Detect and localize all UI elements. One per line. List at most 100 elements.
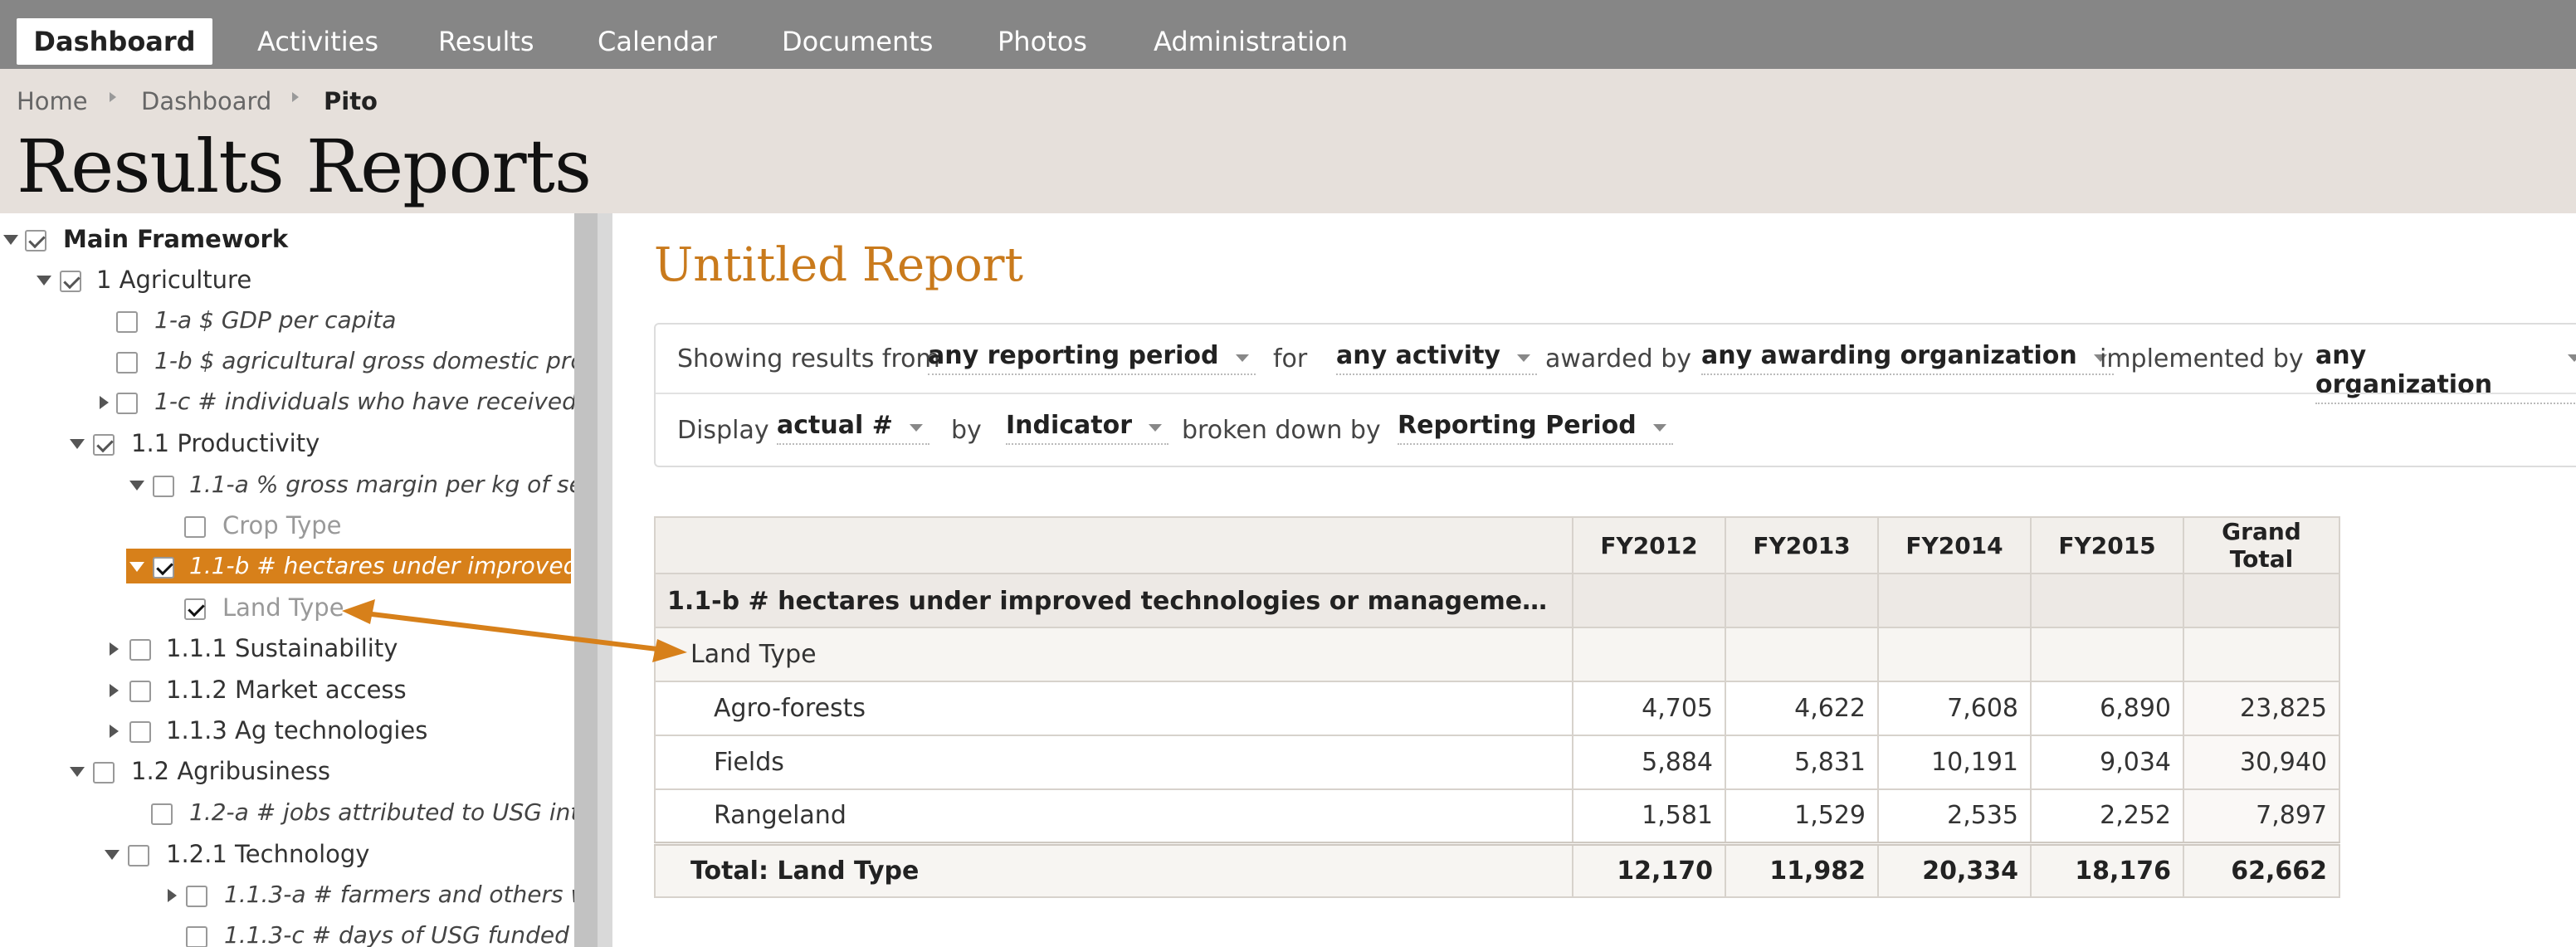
chevron-down-icon xyxy=(2568,354,2576,362)
tree-label: Crop Type xyxy=(222,511,342,539)
organization-select[interactable]: any organization xyxy=(2315,341,2576,404)
tree-label: 1-a $ GDP per capita xyxy=(154,306,397,334)
report-title[interactable]: Untitled Report xyxy=(654,238,1024,292)
tree-checkbox[interactable] xyxy=(129,681,151,702)
breadcrumb-home[interactable]: Home xyxy=(17,87,88,115)
expand-down-icon[interactable] xyxy=(105,850,120,860)
total-row: Total: Land Type 12,170 11,982 20,334 18… xyxy=(654,841,2340,898)
table-cell xyxy=(2183,573,2340,628)
table-cell: 1,529 xyxy=(1725,788,1879,844)
tree-node[interactable]: 1.2 Agribusiness xyxy=(0,752,574,792)
tree-checkbox[interactable] xyxy=(153,476,174,497)
expand-down-icon[interactable] xyxy=(70,767,85,777)
tree-checkbox[interactable] xyxy=(184,598,206,620)
tree-node[interactable]: 1.2.1 Technology xyxy=(0,835,574,875)
dimension-select-value: Indicator xyxy=(1006,411,1133,440)
column-header[interactable]: FY2014 xyxy=(1877,516,2032,574)
table-cell: 5,884 xyxy=(1572,735,1726,790)
tree-checkbox[interactable] xyxy=(25,230,46,251)
filter-by-label: by xyxy=(951,416,982,445)
tree-checkbox[interactable] xyxy=(184,516,206,538)
tree-checkbox[interactable] xyxy=(128,845,149,866)
chevron-down-icon xyxy=(909,424,923,432)
tree-label: 1.1.3-a # farmers and others wh xyxy=(224,881,574,908)
breakdown-select[interactable]: Reporting Period xyxy=(1398,411,1673,445)
indicator-label-text: 1.1-b # hectares under improved technolo… xyxy=(667,586,1560,616)
tree-node[interactable]: 1.2-a # jobs attributed to USG interv xyxy=(0,793,574,833)
tree-checkbox[interactable] xyxy=(93,434,115,456)
tree-node[interactable]: 1.1.3-c # days of USG funded tec xyxy=(0,916,574,947)
chevron-down-icon xyxy=(1652,424,1666,432)
tree-checkbox[interactable] xyxy=(129,639,151,661)
breadcrumb-dashboard[interactable]: Dashboard xyxy=(141,87,272,115)
table-cell: 30,940 xyxy=(2183,735,2340,790)
total-cell: 11,982 xyxy=(1725,841,1879,898)
tree-node[interactable]: 1-a $ GDP per capita xyxy=(0,301,574,341)
tree-node[interactable]: 1 Agriculture xyxy=(0,261,574,300)
row-label: Fields xyxy=(654,735,1573,790)
panel-splitter[interactable]: ⁞ xyxy=(574,213,612,947)
tree-node-selected[interactable]: 1.1-b # hectares under improved te xyxy=(0,547,574,587)
column-header[interactable]: FY2012 xyxy=(1572,516,1726,574)
nav-tab-photos[interactable]: Photos xyxy=(998,26,1087,57)
nav-tab-activities[interactable]: Activities xyxy=(257,26,378,57)
nav-tab-documents[interactable]: Documents xyxy=(782,26,934,57)
table-row: Fields 5,884 5,831 10,191 9,034 30,940 xyxy=(654,735,2340,790)
expand-right-icon[interactable] xyxy=(110,642,119,656)
tree-node[interactable]: 1-c # individuals who have received US xyxy=(0,383,574,422)
tree-checkbox[interactable] xyxy=(60,271,81,292)
tree-checkbox[interactable] xyxy=(116,393,138,414)
awarding-org-select[interactable]: any awarding organization xyxy=(1701,341,2114,375)
expand-down-icon[interactable] xyxy=(70,439,85,449)
tree-checkbox[interactable] xyxy=(93,762,115,783)
tree-node[interactable]: Land Type xyxy=(0,588,574,628)
indicator-row: 1.1-b # hectares under improved technolo… xyxy=(654,573,2340,628)
nav-tab-administration[interactable]: Administration xyxy=(1154,26,1349,57)
tree-node[interactable]: Main Framework xyxy=(0,220,574,260)
measure-select[interactable]: actual # xyxy=(777,411,929,445)
tree-checkbox[interactable] xyxy=(129,721,151,743)
column-header[interactable]: FY2013 xyxy=(1725,516,1879,574)
nav-tab-results[interactable]: Results xyxy=(438,26,534,57)
tree-node[interactable]: 1-b $ agricultural gross domestic produ xyxy=(0,342,574,382)
expand-down-icon[interactable] xyxy=(37,276,51,286)
dimension-select[interactable]: Indicator xyxy=(1006,411,1169,445)
tree-node[interactable]: 1.1.1 Sustainability xyxy=(0,629,574,669)
table-cell: 5,831 xyxy=(1725,735,1879,790)
table-cell: 9,034 xyxy=(2030,735,2184,790)
column-header[interactable]: FY2015 xyxy=(2030,516,2184,574)
expand-down-icon[interactable] xyxy=(3,235,18,245)
expand-right-icon[interactable] xyxy=(168,889,177,902)
tree-label: 1-c # individuals who have received US xyxy=(154,388,574,415)
row-label: Rangeland xyxy=(654,788,1573,844)
tree-checkbox[interactable] xyxy=(186,926,207,947)
expand-down-icon[interactable] xyxy=(129,481,144,491)
table-header-row: FY2012 FY2013 FY2014 FY2015 Grand Total xyxy=(654,516,2340,574)
tree-node[interactable]: 1.1.3 Ag technologies xyxy=(0,711,574,751)
activity-select-value: any activity xyxy=(1336,341,1500,370)
splitter-track xyxy=(574,213,598,947)
nav-tab-calendar[interactable]: Calendar xyxy=(598,26,717,57)
tree-node[interactable]: Crop Type xyxy=(0,506,574,546)
expand-right-icon[interactable] xyxy=(100,396,109,409)
tree-checkbox[interactable] xyxy=(153,557,174,578)
tree-checkbox[interactable] xyxy=(186,886,207,907)
tree-node[interactable]: 1.1-a % gross margin per kg of selec xyxy=(0,466,574,505)
tree-node[interactable]: 1.1 Productivity xyxy=(0,424,574,464)
column-header-grand-total[interactable]: Grand Total xyxy=(2183,516,2340,574)
table-cell: 7,897 xyxy=(2183,788,2340,844)
breakdown-select-value: Reporting Period xyxy=(1398,411,1637,440)
activity-select[interactable]: any activity xyxy=(1336,341,1537,375)
total-cell: 20,334 xyxy=(1877,841,2032,898)
expand-right-icon[interactable] xyxy=(110,684,119,697)
tree-node[interactable]: 1.1.2 Market access xyxy=(0,671,574,710)
period-select[interactable]: any reporting period xyxy=(928,341,1256,375)
awarding-org-select-value: any awarding organization xyxy=(1701,341,2077,370)
expand-down-icon[interactable] xyxy=(129,562,144,572)
tree-checkbox[interactable] xyxy=(116,311,138,333)
expand-right-icon[interactable] xyxy=(110,725,119,738)
tree-checkbox[interactable] xyxy=(151,803,173,825)
tree-node[interactable]: 1.1.3-a # farmers and others wh xyxy=(0,876,574,915)
tree-checkbox[interactable] xyxy=(116,352,138,373)
nav-tab-dashboard[interactable]: Dashboard xyxy=(17,18,212,65)
